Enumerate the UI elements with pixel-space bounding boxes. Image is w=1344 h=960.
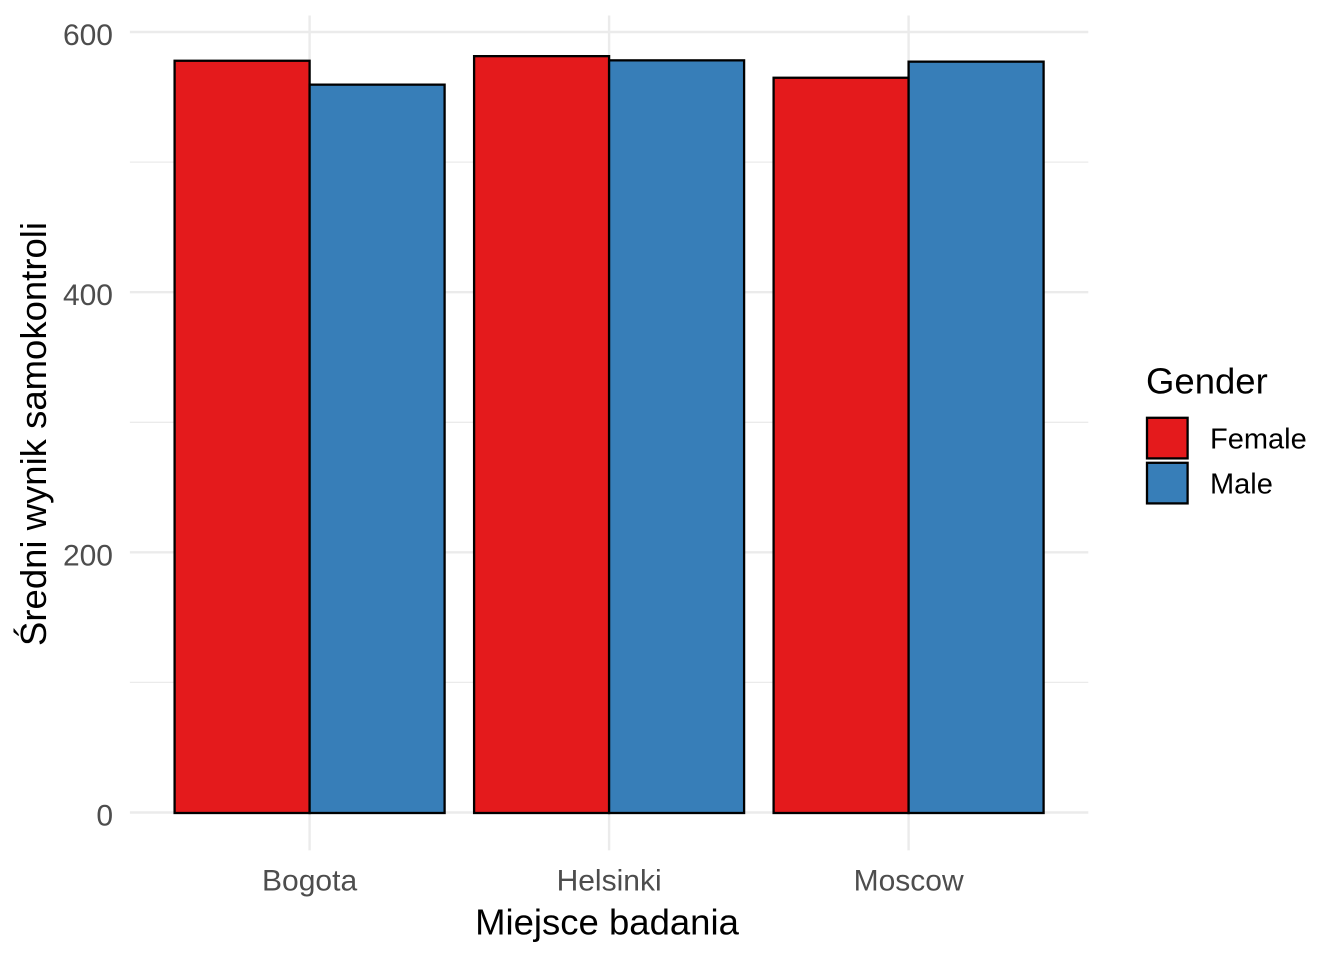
svg-text:Female: Female bbox=[1210, 424, 1307, 456]
svg-text:Gender: Gender bbox=[1146, 360, 1268, 401]
svg-text:Moscow: Moscow bbox=[854, 865, 964, 898]
svg-text:Bogota: Bogota bbox=[262, 865, 357, 898]
svg-text:600: 600 bbox=[63, 19, 113, 52]
svg-text:200: 200 bbox=[63, 539, 113, 572]
svg-text:400: 400 bbox=[63, 279, 113, 312]
svg-text:Średni wynik samokontroli: Średni wynik samokontroli bbox=[12, 222, 54, 646]
svg-text:Male: Male bbox=[1210, 469, 1273, 501]
svg-text:Helsinki: Helsinki bbox=[557, 865, 662, 898]
svg-text:Miejsce badania: Miejsce badania bbox=[475, 901, 739, 942]
svg-text:0: 0 bbox=[96, 800, 113, 833]
